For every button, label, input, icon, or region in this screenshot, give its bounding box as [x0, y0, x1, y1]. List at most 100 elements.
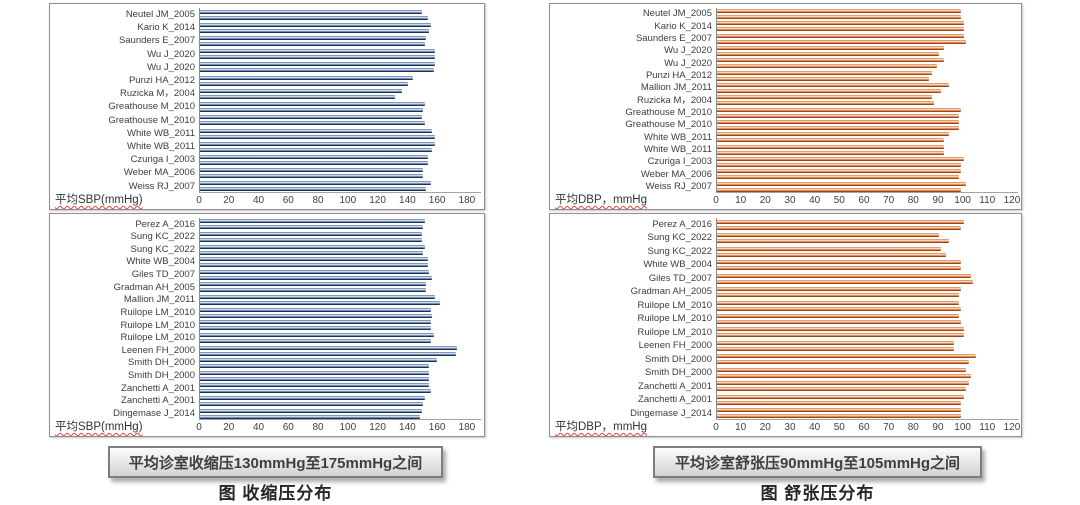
x-tick-label: 0 — [713, 195, 719, 206]
category-label: Sung KC_2022 — [130, 243, 195, 255]
hbar — [200, 396, 425, 401]
hbar — [200, 181, 431, 186]
category-label: Perez A_2016 — [135, 218, 195, 230]
bar-pair — [717, 408, 1019, 419]
category-label: Leenen FH_2000 — [121, 344, 195, 356]
hbar — [717, 400, 962, 405]
hbar — [717, 287, 962, 292]
hbar — [200, 42, 425, 47]
x-tick-label: 10 — [735, 195, 747, 206]
x-tick-label: 140 — [399, 195, 416, 206]
category-label: Greathouse M_2010 — [625, 119, 712, 131]
x-tick-label: 60 — [282, 195, 294, 206]
category-label: Gradman AH_2005 — [630, 286, 712, 298]
hbar — [200, 338, 431, 343]
hbar — [717, 306, 962, 311]
x-tick-label: 40 — [809, 195, 821, 206]
study-row: Leenen FH_2000 — [551, 339, 1019, 352]
hbar — [200, 408, 422, 413]
x-tick-label: 180 — [458, 422, 476, 433]
hbar — [717, 279, 974, 284]
hbar — [717, 273, 972, 278]
study-row: Czuriga I_2003 — [51, 153, 482, 166]
hbar — [200, 301, 440, 306]
category-label: White WB_2011 — [127, 141, 195, 153]
y-axis-line — [716, 8, 717, 193]
hbar — [717, 132, 949, 137]
study-row: Greathouse M_2010 — [51, 114, 482, 127]
category-label: Smith DH_2000 — [127, 370, 195, 382]
x-axis-line — [716, 192, 1018, 193]
hbar — [200, 288, 427, 293]
category-label: Wu J_2020 — [664, 57, 712, 69]
hbar — [717, 175, 959, 180]
bar-pair — [200, 168, 482, 179]
x-tick-label: 160 — [428, 195, 446, 206]
hbar — [717, 95, 932, 100]
chart-dbp-bottom: Perez A_2016 Sung KC_2022 Sung KC_2022 Whit… — [549, 213, 1022, 437]
category-label: Greathouse M_2010 — [625, 107, 712, 119]
hbar — [717, 126, 959, 131]
category-label: Zanchetti A_2001 — [638, 394, 712, 406]
study-row: Neutel JM_2005 — [551, 8, 1019, 20]
x-tick-label: 20 — [223, 195, 235, 206]
x-tick-label: 100 — [954, 422, 971, 433]
category-label: Ruzicka M，2004 — [120, 88, 195, 100]
hbar — [200, 168, 424, 173]
bar-pair — [200, 75, 482, 86]
bar-pair — [717, 273, 1019, 284]
study-row: Weber MA_2006 — [51, 167, 482, 180]
category-label: Weber MA_2006 — [640, 168, 712, 180]
category-label: Kario K_2014 — [137, 22, 195, 34]
category-label: Zanchetti A_2001 — [638, 380, 712, 392]
bar-pair — [717, 9, 1019, 20]
hbar — [717, 239, 949, 244]
bar-pair — [717, 120, 1019, 131]
hbar — [717, 381, 969, 386]
bar-pair — [717, 246, 1019, 257]
hbar — [717, 367, 967, 372]
hbar — [717, 46, 944, 51]
hbar — [200, 402, 424, 407]
study-row: Czuriga I_2003 — [551, 156, 1019, 168]
bar-pair — [717, 394, 1019, 405]
hbar — [717, 150, 944, 155]
x-tick-label: 120 — [1003, 195, 1021, 206]
hbar — [717, 252, 947, 257]
study-row: White WB_2004 — [51, 256, 482, 269]
hbar — [717, 394, 964, 399]
hbar — [200, 68, 434, 73]
bar-pair — [200, 370, 482, 381]
category-label: Mallion JM_2011 — [640, 82, 712, 94]
bar-pair — [717, 287, 1019, 298]
hbar — [200, 358, 437, 363]
category-label: Zanchetti A_2001 — [121, 395, 195, 407]
hbar — [200, 269, 430, 274]
category-label: Smith DH_2000 — [644, 367, 712, 379]
hbar — [717, 144, 944, 149]
study-row: Smith DH_2000 — [551, 353, 1019, 366]
hbar — [200, 295, 436, 300]
bar-pair — [200, 269, 482, 280]
hbar — [200, 219, 425, 224]
bar-pair — [200, 22, 482, 33]
study-row: Wu J_2020 — [551, 45, 1019, 57]
hbar — [200, 108, 424, 113]
x-tick-label: 100 — [339, 195, 357, 206]
category-label: Weber MA_2006 — [123, 167, 195, 179]
hbar — [200, 102, 425, 107]
x-tick-label: 120 — [1003, 422, 1021, 433]
study-row: Giles TD_2007 — [51, 269, 482, 282]
hbar — [717, 21, 964, 26]
bar-pair — [717, 95, 1019, 106]
study-row: Ruilope LM_2010 — [551, 299, 1019, 312]
bar-pair — [717, 354, 1019, 365]
hbar — [717, 70, 932, 75]
x-tick-label: 180 — [458, 195, 476, 206]
category-label: Sung KC_2022 — [647, 245, 712, 257]
study-row: Smith DH_2000 — [551, 366, 1019, 379]
bar-pair — [200, 219, 482, 230]
x-tick-label: 80 — [907, 195, 919, 206]
bar-pair — [717, 21, 1019, 32]
